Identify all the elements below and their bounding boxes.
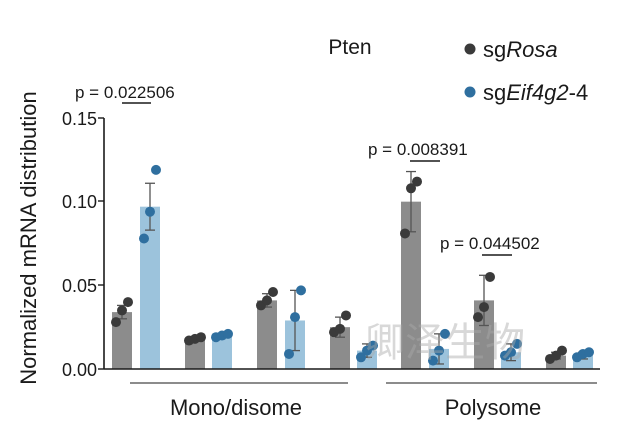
bar-f2-s0 xyxy=(257,300,277,369)
legend-entry-1: sgEif4g2-4 xyxy=(483,80,588,105)
point-f0-s0-2 xyxy=(123,297,133,308)
point-f5-s0-1 xyxy=(479,302,489,313)
bars-layer xyxy=(111,164,594,369)
watermark: 卿泽生物 xyxy=(365,320,525,366)
point-f6-s1-2 xyxy=(584,347,594,358)
point-f4-s0-0 xyxy=(400,228,410,239)
point-f5-s0-2 xyxy=(485,271,495,282)
point-f4-s1-0 xyxy=(428,355,438,366)
legend: sgRosa sgEif4g2-4 xyxy=(464,37,588,105)
point-f4-s0-1 xyxy=(406,183,416,194)
point-f4-s0-2 xyxy=(412,176,422,187)
point-f2-s1-2 xyxy=(296,285,306,296)
point-f2-s0-1 xyxy=(262,295,272,306)
point-f5-s1-2 xyxy=(512,338,522,349)
bar-f0-s1 xyxy=(140,206,160,369)
point-f6-s0-2 xyxy=(557,345,567,356)
legend-dot-1 xyxy=(464,86,476,98)
point-f2-s0-2 xyxy=(268,287,278,298)
point-f5-s0-0 xyxy=(473,312,483,323)
point-f2-s1-1 xyxy=(290,312,300,323)
point-f1-s1-2 xyxy=(223,328,233,339)
group-label-poly: Polysome xyxy=(445,395,542,420)
point-f3-s1-2 xyxy=(368,340,378,351)
point-f3-s1-0 xyxy=(356,352,366,363)
sig-pvalue-0: p = 0.022506 xyxy=(75,83,175,102)
y-axis-label: Normalized mRNA distribution xyxy=(16,91,41,384)
point-f2-s1-0 xyxy=(284,348,294,359)
y-tick-label-2: 0.10 xyxy=(62,192,97,212)
group-label-mono: Mono/disome xyxy=(170,395,302,420)
legend-entry-0: sgRosa xyxy=(483,37,558,62)
point-f1-s0-2 xyxy=(196,332,206,343)
point-f3-s0-1 xyxy=(335,323,345,334)
point-f0-s0-0 xyxy=(111,317,121,328)
chart-title: Pten xyxy=(328,36,371,59)
legend-dot-0 xyxy=(464,43,476,55)
y-axis: 0.00 0.05 0.10 0.15 Normalized mRNA dist… xyxy=(16,91,105,385)
point-f3-s0-2 xyxy=(341,310,351,321)
significance-annotations: p = 0.022506 p = 0.008391 p = 0.044502 xyxy=(75,83,540,256)
y-tick-label-1: 0.05 xyxy=(62,276,97,296)
point-f0-s1-1 xyxy=(145,206,155,217)
point-f0-s1-0 xyxy=(139,233,149,244)
y-tick-label-3: 0.15 xyxy=(62,109,97,129)
y-tick-label-0: 0.00 xyxy=(62,360,97,380)
bar-f4-s0 xyxy=(401,201,421,369)
bar-f1-s0 xyxy=(185,338,205,369)
x-axis: Mono/disome Polysome xyxy=(104,368,600,420)
sig-pvalue-2: p = 0.044502 xyxy=(440,234,540,253)
point-f4-s1-2 xyxy=(440,328,450,339)
bar-f1-s1 xyxy=(212,335,232,369)
sig-pvalue-1: p = 0.008391 xyxy=(368,140,468,159)
point-f0-s0-1 xyxy=(117,305,127,316)
point-f4-s1-1 xyxy=(434,345,444,356)
point-f0-s1-2 xyxy=(151,164,161,175)
point-f5-s1-1 xyxy=(506,347,516,358)
